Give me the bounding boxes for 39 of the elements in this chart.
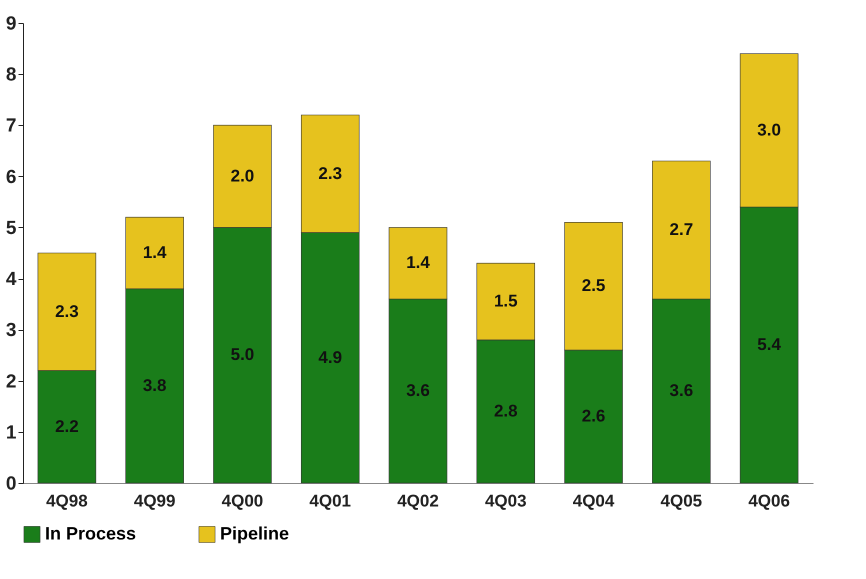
x-tick-label: 4Q99 bbox=[134, 492, 176, 510]
data-label: 1.4 bbox=[406, 253, 430, 272]
y-tick-label: 3 bbox=[6, 320, 16, 342]
data-label: 3.8 bbox=[142, 376, 166, 395]
data-label: 2.6 bbox=[582, 406, 606, 426]
data-label: 1.4 bbox=[142, 243, 168, 262]
data-label: 3.6 bbox=[670, 381, 694, 400]
data-label: 2.3 bbox=[318, 164, 342, 183]
data-label: 5.0 bbox=[230, 345, 254, 364]
data-label: 5.4 bbox=[757, 335, 782, 354]
y-tick-label: 6 bbox=[6, 166, 16, 188]
y-tick-label: 5 bbox=[6, 218, 17, 239]
x-tick-label: 4Q02 bbox=[397, 492, 439, 510]
data-label: 2.8 bbox=[494, 401, 518, 420]
data-label: 2.0 bbox=[230, 166, 254, 186]
x-tick-label: 4Q98 bbox=[46, 492, 88, 510]
x-tick-label: 4Q03 bbox=[484, 492, 527, 510]
y-tick-label: 4 bbox=[6, 269, 17, 290]
legend-label: Pipeline bbox=[220, 523, 290, 544]
y-tick-label: 9 bbox=[6, 14, 16, 34]
data-label: 2.5 bbox=[582, 276, 606, 296]
y-tick-label: 0 bbox=[6, 474, 16, 494]
x-tick-label: 4Q06 bbox=[748, 492, 790, 510]
data-label: 1.5 bbox=[494, 292, 518, 311]
x-tick-label: 4Q01 bbox=[309, 492, 352, 510]
y-tick-label: 2 bbox=[6, 371, 16, 392]
y-tick-label: 7 bbox=[6, 116, 16, 137]
x-tick-label: 4Q00 bbox=[222, 492, 264, 510]
data-label: 4.9 bbox=[318, 348, 342, 367]
y-tick-label: 1 bbox=[6, 422, 17, 444]
data-label: 3.0 bbox=[757, 120, 781, 140]
legend-label: In Process bbox=[45, 523, 136, 544]
data-label: 2.7 bbox=[670, 220, 694, 239]
y-tick-label: 8 bbox=[6, 64, 16, 86]
data-label: 2.3 bbox=[55, 302, 79, 321]
x-tick-label: 4Q04 bbox=[572, 492, 615, 510]
data-label: 3.6 bbox=[406, 381, 430, 400]
x-tick-label: 4Q05 bbox=[660, 492, 702, 510]
data-label: 2.2 bbox=[55, 416, 79, 436]
